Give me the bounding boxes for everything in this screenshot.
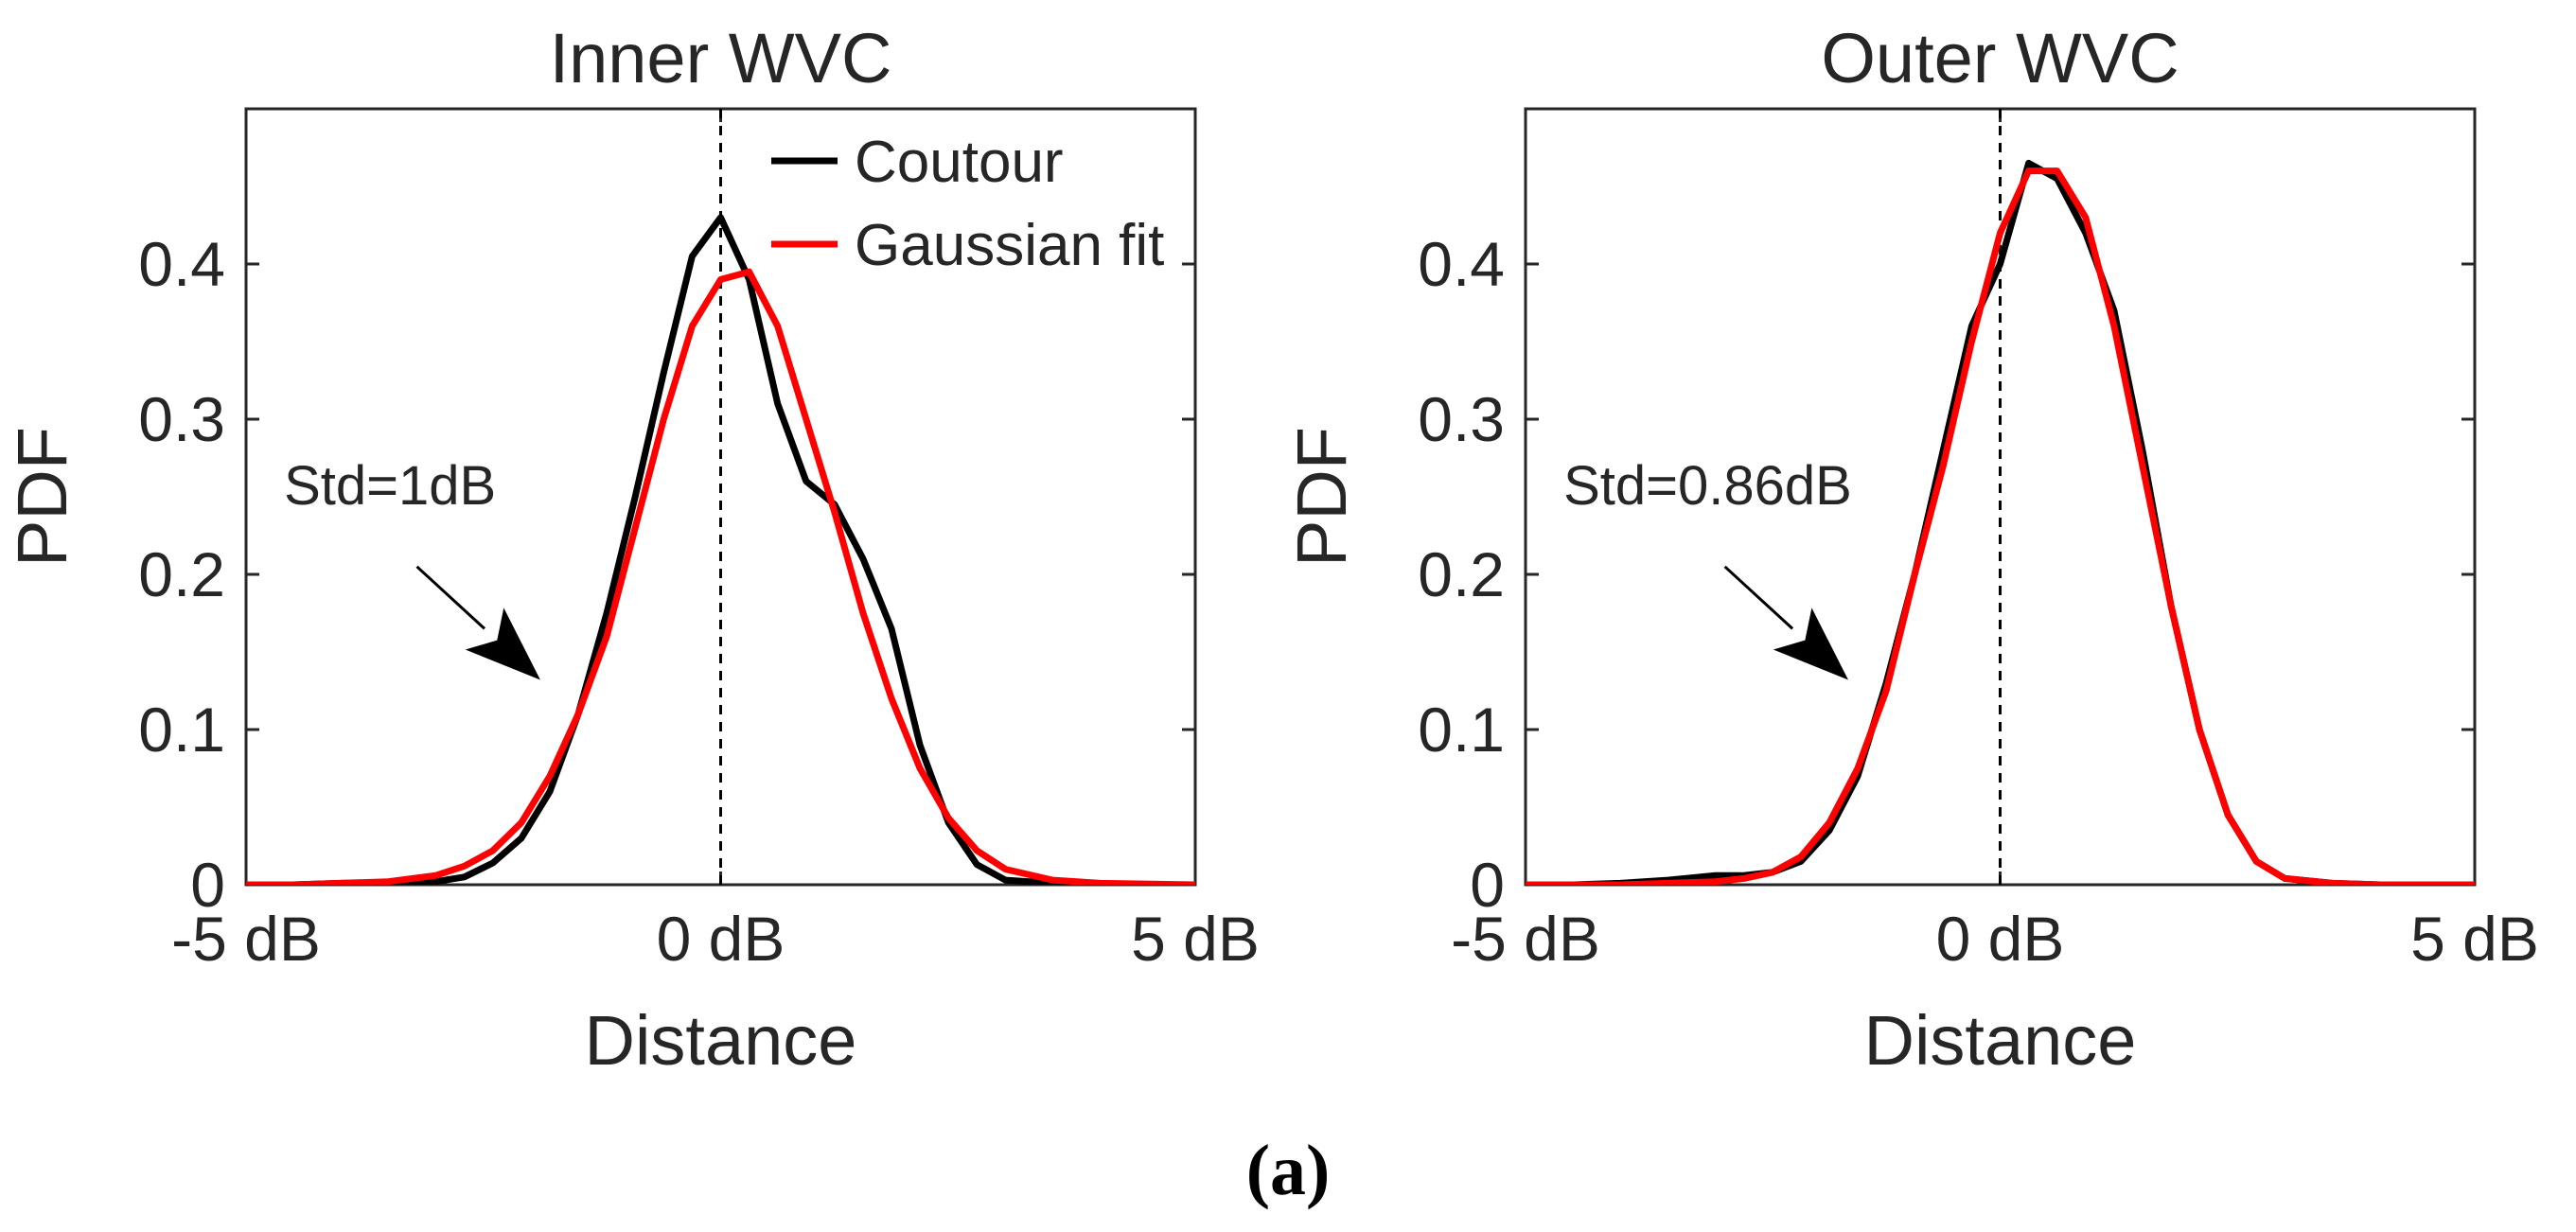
x-tick-label: -5 dB [1451,904,1600,974]
chart-title: Inner WVC [550,19,892,97]
x-axis-label: Distance [585,1001,857,1080]
x-tick-label: -5 dB [171,904,321,974]
std-annotation: Std=0.86dB [1563,455,1852,517]
x-tick-label: 5 dB [2410,904,2539,974]
annotation-arrow-shaft [1723,565,1794,630]
series-line-gaussian-fit [1526,167,2475,885]
y-tick-label: 0 [1470,850,1505,920]
annotation-arrow-head [1773,607,1849,680]
series-line-contour [246,214,1195,885]
x-tick-label: 5 dB [1131,904,1260,974]
y-tick-label: 0.3 [138,384,225,454]
chart-panel-1: 0 0.1 0.2 0.3 0.4 -5 dB 0 dB 5 dB Inner WVC Dista… [3,19,1260,1080]
y-tick-label: 0.1 [138,695,225,765]
y-tick-label: 0.2 [138,539,225,609]
y-tick-label: 0.2 [1418,539,1505,609]
legend-label: Gaussian fit [855,213,1164,278]
y-tick-label: 0.4 [1418,229,1505,299]
y-tick-label: 0.4 [138,229,225,299]
series-line-gaussian-fit [246,268,1195,885]
legend-label: Coutour [855,130,1064,195]
y-tick-label: 0.1 [1418,695,1505,765]
chart-panel-2: 0 0.1 0.2 0.3 0.4 -5 dB 0 dB 5 dB Outer WVC Dista… [1282,19,2539,1080]
figure-caption: (a) [1246,1131,1331,1210]
x-tick-label: 0 dB [657,904,785,974]
x-tick-label: 0 dB [1936,904,2065,974]
y-axis-label: PDF [3,427,81,567]
annotation-arrow-head [465,607,540,680]
y-tick-label: 0 [190,850,225,920]
annotation-arrow-shaft [415,565,486,630]
y-tick-label: 0.3 [1418,384,1505,454]
std-annotation: Std=1dB [284,455,496,517]
chart-title: Outer WVC [1821,19,2179,97]
y-axis-label: PDF [1282,427,1361,567]
x-axis-label: Distance [1864,1001,2137,1080]
